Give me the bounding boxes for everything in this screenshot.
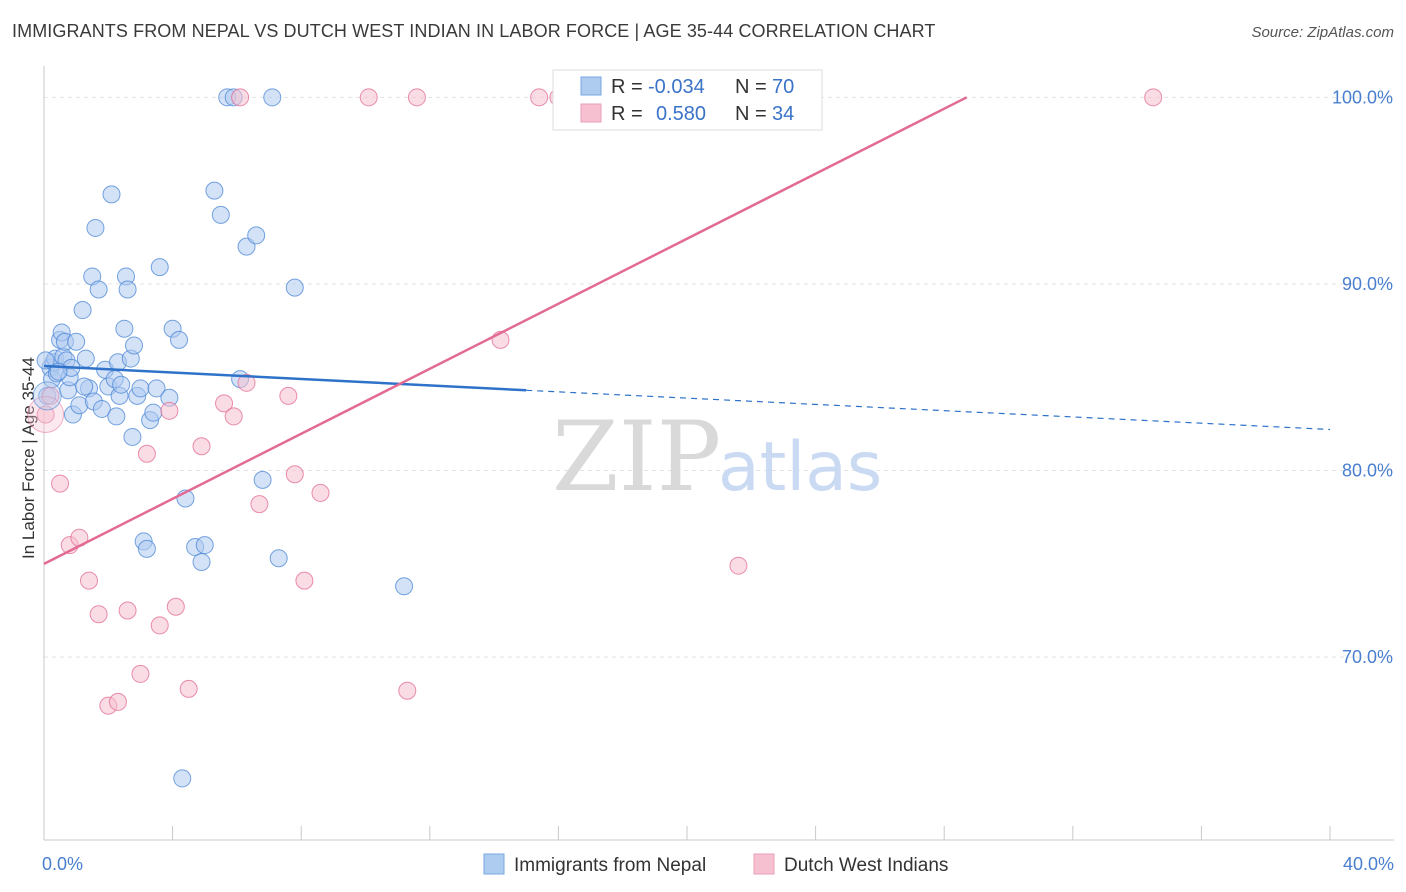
y-axis-label: In Labor Force | Age 35-44 xyxy=(19,357,38,559)
point-dutch xyxy=(80,571,99,590)
stats-n-value-nepal: 70 xyxy=(772,76,794,98)
point-dutch xyxy=(160,401,179,420)
point-nepal xyxy=(150,258,169,277)
point-dutch xyxy=(359,88,378,107)
legend-label-nepal: Immigrants from Nepal xyxy=(514,855,706,876)
point-nepal xyxy=(86,218,105,237)
point-nepal xyxy=(67,332,86,351)
point-nepal xyxy=(131,379,150,398)
point-nepal xyxy=(247,226,266,245)
x-tick-label: 0.0% xyxy=(42,854,83,874)
point-dutch xyxy=(285,465,304,484)
point-nepal xyxy=(76,349,95,368)
point-dutch xyxy=(311,483,330,502)
point-nepal xyxy=(195,536,214,555)
x-tick-label: 40.0% xyxy=(1343,854,1394,874)
point-dutch xyxy=(89,605,108,624)
point-dutch xyxy=(530,88,549,107)
point-dutch xyxy=(295,571,314,590)
point-nepal xyxy=(269,549,288,568)
watermark-zip: ZIP xyxy=(552,401,721,513)
trend-line-dutch xyxy=(43,96,968,565)
legend-label-dutch: Dutch West Indians xyxy=(784,855,948,876)
point-nepal xyxy=(263,88,282,107)
stats-r-value-dutch: 0.580 xyxy=(656,103,706,125)
bottom-legend: Immigrants from Nepal Dutch West Indians xyxy=(483,853,948,876)
point-nepal xyxy=(192,552,211,571)
point-nepal xyxy=(73,301,92,320)
point-nepal xyxy=(102,185,121,204)
trend-line-nepal-extrapolated xyxy=(526,389,1331,431)
point-nepal xyxy=(144,403,163,422)
y-tick-label: 80.0% xyxy=(1342,461,1393,481)
y-tick-label: 70.0% xyxy=(1342,647,1393,667)
stats-r-label-dutch: R = xyxy=(611,103,643,125)
axes xyxy=(43,66,1394,841)
point-dutch xyxy=(137,444,156,463)
point-nepal xyxy=(285,278,304,297)
point-nepal xyxy=(125,336,144,355)
trend-lines xyxy=(43,96,1331,565)
point-dutch xyxy=(51,474,70,493)
point-dutch xyxy=(150,616,169,635)
point-dutch xyxy=(166,597,185,616)
point-nepal xyxy=(112,375,131,394)
stats-n-value-dutch: 34 xyxy=(772,103,794,125)
point-dutch xyxy=(1144,88,1163,107)
point-nepal xyxy=(36,351,55,370)
point-dutch xyxy=(36,405,55,424)
trend-line-nepal xyxy=(43,364,527,392)
y-tick-label: 100.0% xyxy=(1332,87,1393,107)
point-nepal xyxy=(395,577,414,596)
point-dutch xyxy=(215,394,234,413)
point-nepal xyxy=(147,379,166,398)
point-nepal xyxy=(211,205,230,224)
stats-swatch-dutch xyxy=(580,103,602,123)
chart-title: IMMIGRANTS FROM NEPAL VS DUTCH WEST INDI… xyxy=(12,21,936,41)
point-dutch xyxy=(108,692,127,711)
point-dutch xyxy=(192,437,211,456)
point-nepal xyxy=(137,539,156,558)
point-dutch xyxy=(407,88,426,107)
point-dutch xyxy=(279,386,298,405)
legend-swatch-dutch xyxy=(753,853,775,875)
point-nepal xyxy=(253,470,272,489)
x-tick-labels: 0.0% 40.0% xyxy=(42,854,1394,874)
data-points xyxy=(27,88,1163,788)
stats-swatch-nepal xyxy=(580,76,602,96)
point-dutch xyxy=(398,681,417,700)
stats-r-label-nepal: R = xyxy=(611,76,643,98)
point-dutch xyxy=(41,386,60,405)
point-nepal xyxy=(170,330,189,349)
legend-swatch-nepal xyxy=(483,853,505,875)
point-nepal xyxy=(123,427,142,446)
point-nepal xyxy=(107,407,126,426)
point-dutch xyxy=(224,407,243,426)
stats-r-value-nepal: -0.034 xyxy=(648,76,705,98)
stats-n-label-nepal: N = xyxy=(735,76,767,98)
point-nepal xyxy=(89,280,108,299)
source-label: Source: ZipAtlas.com xyxy=(1251,24,1394,41)
point-dutch xyxy=(729,556,748,575)
point-nepal xyxy=(115,319,134,338)
point-dutch xyxy=(118,601,137,620)
stats-legend: R = -0.034 N = 70 R = 0.580 N = 34 xyxy=(552,69,823,131)
point-dutch xyxy=(179,679,198,698)
point-nepal xyxy=(118,280,137,299)
point-dutch xyxy=(131,664,150,683)
y-tick-labels: 100.0% 90.0% 80.0% 70.0% xyxy=(1332,87,1393,667)
point-dutch xyxy=(250,495,269,514)
y-tick-label: 90.0% xyxy=(1342,274,1393,294)
point-nepal xyxy=(205,181,224,200)
point-nepal xyxy=(173,769,192,788)
stats-n-label-dutch: N = xyxy=(735,103,767,125)
watermark-atlas: atlas xyxy=(718,428,882,507)
point-dutch xyxy=(231,88,250,107)
point-nepal xyxy=(75,377,94,396)
point-dutch xyxy=(237,373,256,392)
point-nepal-cluster xyxy=(32,381,62,411)
point-nepal xyxy=(92,399,111,418)
